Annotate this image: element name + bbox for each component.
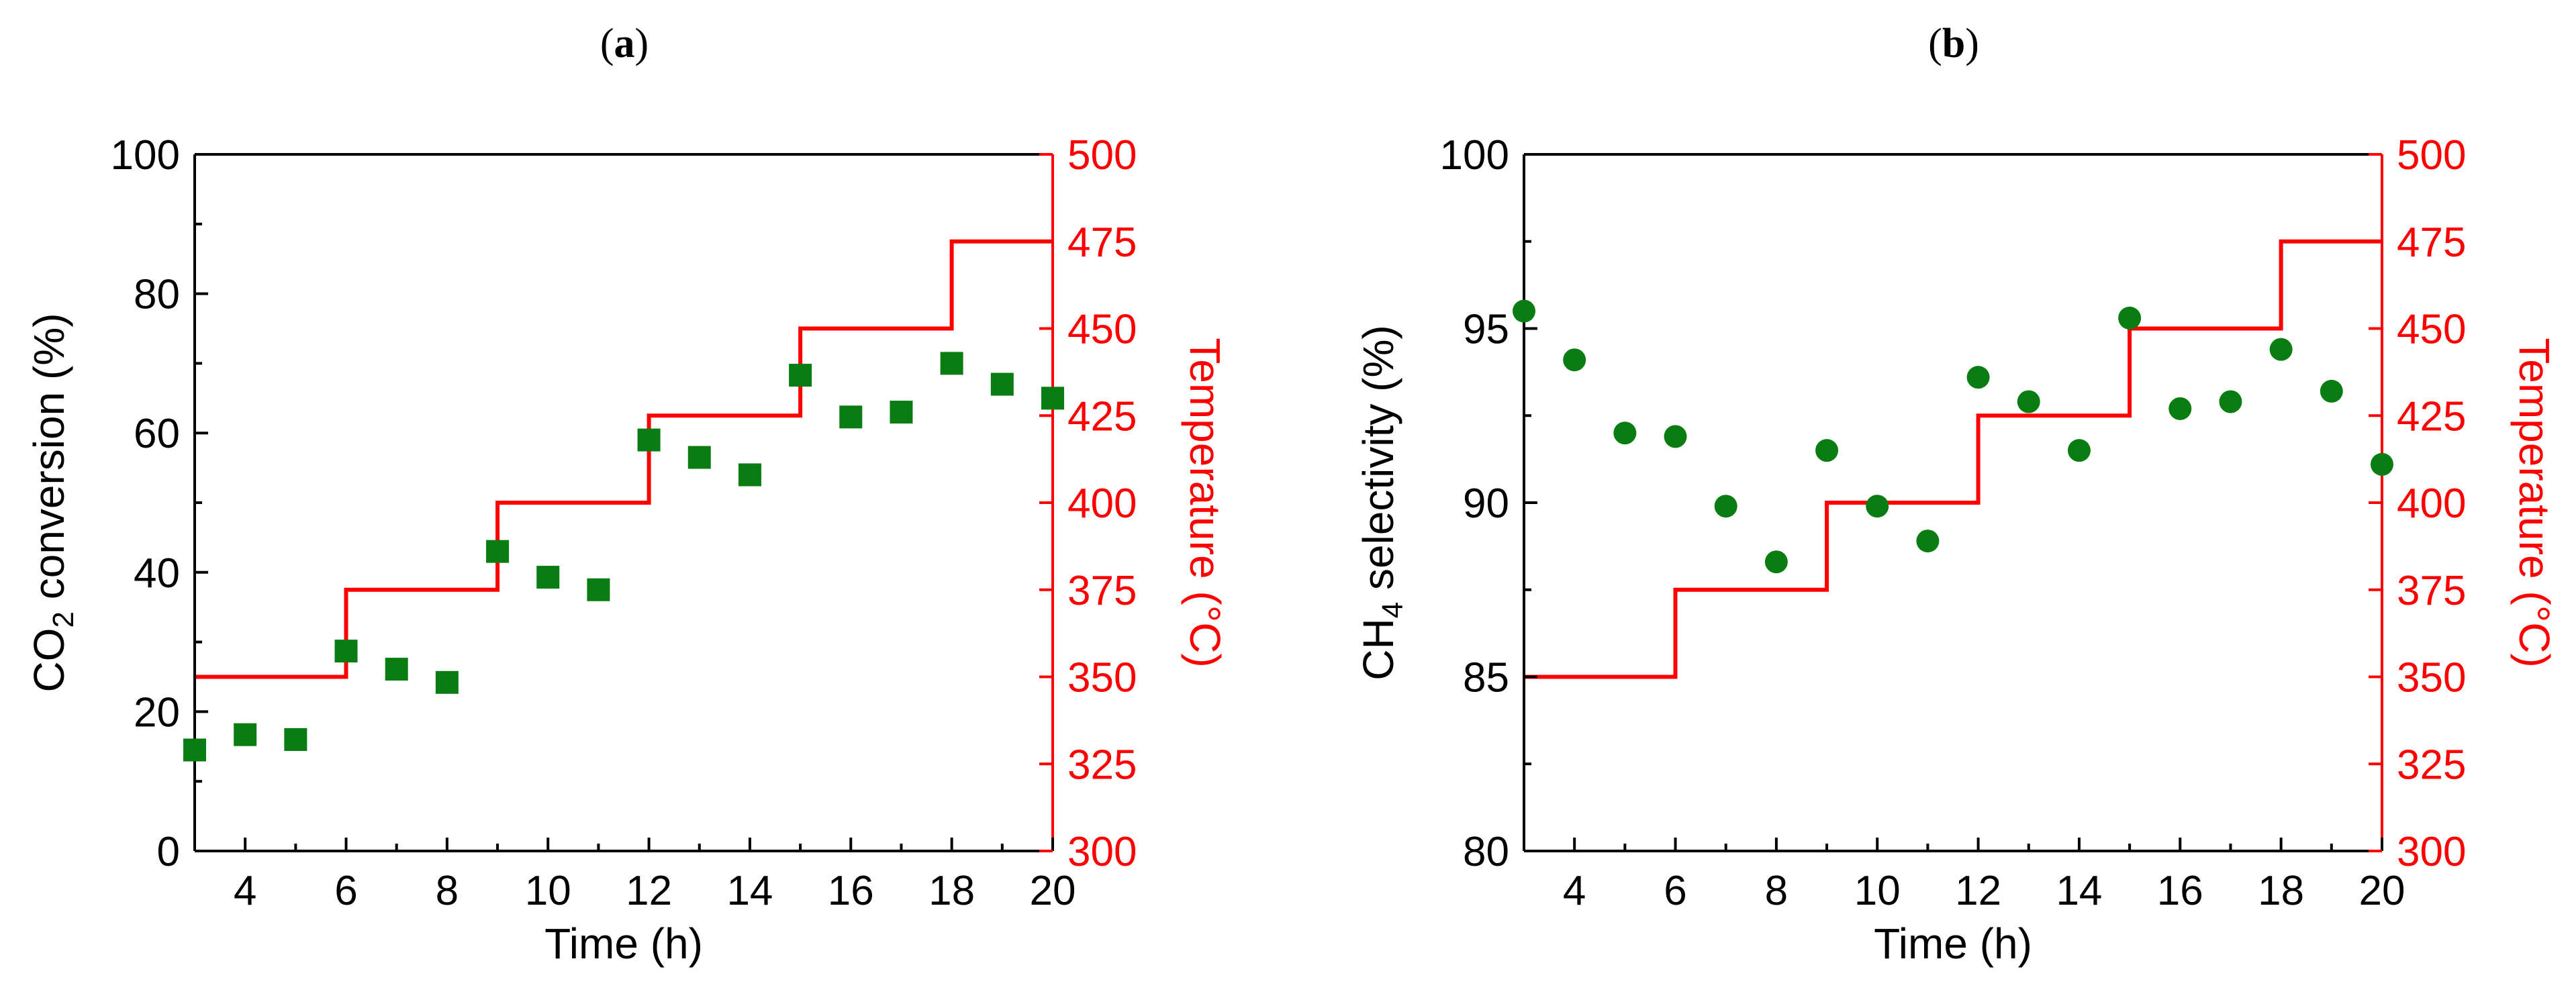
data-point <box>1966 366 1990 389</box>
temperature-step-line <box>1524 239 2382 679</box>
data-point <box>789 364 812 387</box>
data-point <box>1041 387 1064 410</box>
data-point <box>2219 390 2242 413</box>
data-point <box>587 578 610 601</box>
data-point <box>183 738 206 762</box>
y2-tick-label: 400 <box>1067 481 1137 527</box>
data-point <box>2320 379 2343 403</box>
data-point <box>2371 452 2393 476</box>
chart-panel-a: (a) 4 6 8 10 12 14 16 18 20 0 20 40 60 80 100 300 325 350 3… <box>25 21 1229 968</box>
y2-tick-label: 500 <box>2397 132 2466 179</box>
x-tick-label: 10 <box>525 868 571 914</box>
y2-tick-label: 475 <box>2397 219 2466 266</box>
data-point <box>1563 348 1586 372</box>
data-point <box>385 658 408 681</box>
y2-tick-label: 300 <box>2397 829 2466 875</box>
x-tick-label: 16 <box>828 868 874 914</box>
y2-tick-label: 450 <box>2397 307 2466 353</box>
x-tick-label: 4 <box>234 868 256 914</box>
data-point <box>839 405 863 429</box>
x-axis-label: Time (h) <box>544 919 703 968</box>
x-tick-label: 20 <box>2359 868 2405 914</box>
panel-label: (b) <box>1928 21 1979 66</box>
y-axis-label: CO2 conversion (%) <box>25 313 80 692</box>
x-tick-label: 10 <box>1854 868 1901 914</box>
data-point <box>1513 299 1535 323</box>
data-point <box>738 463 761 487</box>
y-axis-label: CH4 selectivity (%) <box>1354 325 1409 680</box>
y-tick-label: 95 <box>1463 307 1509 353</box>
data-point <box>940 352 963 375</box>
x-tick-label: 12 <box>1955 868 2001 914</box>
y2-tick-label: 425 <box>2397 393 2466 440</box>
data-point <box>2118 306 2142 330</box>
data-point <box>284 728 307 751</box>
y2-axis-label: Temperature (°C) <box>2510 338 2559 668</box>
x-tick-label: 14 <box>2056 868 2102 914</box>
x-tick-label: 20 <box>1030 868 1076 914</box>
data-point <box>990 372 1014 396</box>
panel-label: (a) <box>600 21 649 66</box>
y2-tick-label: 475 <box>1067 219 1137 266</box>
x-tick-label: 14 <box>726 868 773 914</box>
y2-tick-label: 325 <box>1067 742 1137 788</box>
y2-tick-label: 375 <box>1067 568 1137 614</box>
data-point <box>1916 530 1940 553</box>
data-point <box>1815 439 1839 462</box>
y2-tick-label: 375 <box>2397 568 2466 614</box>
y-tick-label: 80 <box>134 272 180 318</box>
data-point <box>334 640 358 663</box>
y2-tick-label: 450 <box>1067 307 1137 353</box>
y2-tick-label: 425 <box>1067 393 1137 440</box>
y-tick-label: 20 <box>134 689 180 736</box>
data-point <box>435 670 459 694</box>
y2-tick-label: 325 <box>2397 742 2466 788</box>
data-point <box>2067 439 2091 462</box>
data-point <box>1714 495 1737 518</box>
data-point <box>1613 421 1637 445</box>
data-point <box>637 428 661 452</box>
x-tick-label: 6 <box>1664 868 1686 914</box>
data-point <box>2269 338 2293 361</box>
y-tick-label: 0 <box>157 829 180 875</box>
x-tick-label: 8 <box>1765 868 1788 914</box>
x-tick-label: 6 <box>334 868 357 914</box>
y2-axis-label: Temperature (°C) <box>1181 338 1229 668</box>
y2-tick-label: 300 <box>1067 829 1137 875</box>
y-tick-label: 100 <box>1440 132 1509 179</box>
data-point <box>1866 495 1889 518</box>
chart-panel-b: (b) 4 6 8 10 12 14 16 18 20 80 85 90 95 100 300 325 350 37… <box>1354 21 2559 968</box>
x-tick-label: 12 <box>626 868 672 914</box>
y-tick-label: 80 <box>1463 829 1509 875</box>
y2-tick-label: 350 <box>2397 655 2466 701</box>
y2-tick-label: 500 <box>1067 132 1137 179</box>
y-tick-label: 40 <box>134 550 180 597</box>
y-tick-label: 60 <box>134 411 180 457</box>
x-tick-label: 8 <box>436 868 459 914</box>
x-tick-label: 18 <box>928 868 975 914</box>
data-point <box>234 723 257 746</box>
data-point <box>2168 397 2192 420</box>
y-tick-label: 85 <box>1463 655 1509 701</box>
y-tick-label: 90 <box>1463 481 1509 527</box>
y2-tick-label: 400 <box>2397 481 2466 527</box>
data-point <box>2017 390 2040 413</box>
data-point <box>890 401 913 424</box>
x-tick-label: 16 <box>2157 868 2203 914</box>
data-point <box>1664 425 1687 448</box>
y-tick-label: 100 <box>111 132 180 179</box>
data-point <box>486 540 510 563</box>
data-point <box>1764 550 1788 574</box>
data-point <box>687 446 711 469</box>
x-tick-label: 18 <box>2258 868 2304 914</box>
y2-tick-label: 350 <box>1067 655 1137 701</box>
x-tick-label: 4 <box>1563 868 1586 914</box>
temperature-step-line <box>195 239 1053 679</box>
x-axis-label: Time (h) <box>1874 919 2032 968</box>
data-point <box>536 566 560 589</box>
